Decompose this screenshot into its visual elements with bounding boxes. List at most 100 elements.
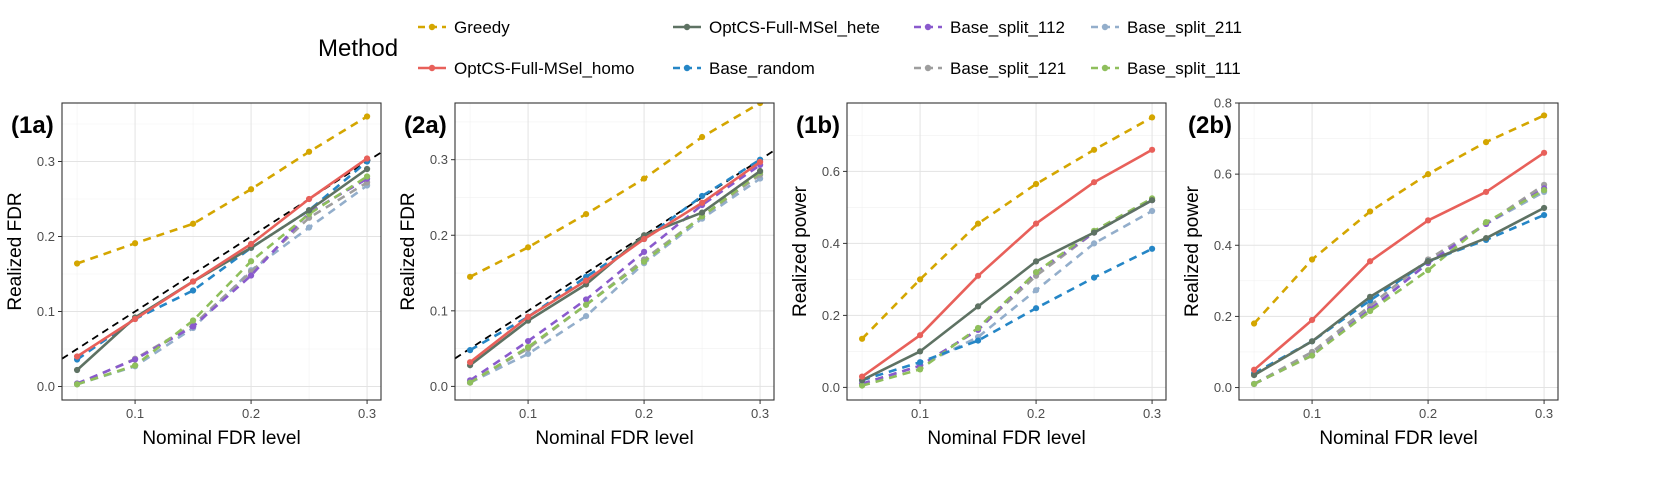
data-point: [1540, 211, 1548, 219]
series-optcs-full-msel-homo: [466, 158, 764, 366]
series-line: [861, 148, 1153, 378]
series-line: [76, 177, 368, 385]
data-point: [466, 379, 474, 386]
data-point: [1366, 307, 1374, 315]
y-tick-label: 0.6: [1214, 167, 1232, 182]
x-tick-label: 0.2: [635, 406, 653, 421]
data-point: [305, 207, 313, 214]
data-point: [1540, 149, 1548, 156]
series-line: [1253, 114, 1545, 325]
axis-ticks: 0.1 0.2 0.3 0.0 0.2 0.4 0.6: [822, 164, 1161, 421]
data-point: [1250, 380, 1258, 388]
data-point: [466, 273, 474, 280]
data-point: [1540, 112, 1548, 119]
data-point: [1032, 258, 1040, 265]
x-tick-label: 0.1: [911, 406, 929, 421]
x-tick-label: 0.3: [1143, 406, 1161, 421]
data-point: [1250, 372, 1258, 379]
data-point: [916, 276, 924, 283]
legend-key-point: [683, 23, 691, 31]
series-optcs-full-msel-homo: [858, 146, 1156, 380]
series-line: [1253, 213, 1545, 375]
data-point: [974, 303, 982, 310]
plot-content: [858, 114, 1156, 389]
data-point: [582, 301, 590, 308]
x-axis-label: Nominal FDR level: [927, 428, 1085, 449]
data-point: [131, 362, 139, 369]
data-point: [1424, 217, 1432, 224]
data-point: [916, 348, 924, 355]
series-line: [469, 158, 761, 352]
data-point: [1308, 316, 1316, 324]
data-point: [1148, 114, 1156, 121]
data-point: [1032, 269, 1040, 276]
series-line: [76, 115, 368, 265]
panel-1b: 0.1 0.2 0.3 0.0 0.2 0.4 0.6 Nominal FDR level Re…: [790, 102, 1167, 449]
plot-area: [455, 103, 774, 400]
data-point: [1424, 171, 1432, 178]
legend-key-point: [924, 64, 932, 72]
data-point: [1366, 293, 1374, 300]
series-greedy: [1250, 112, 1548, 327]
axis-ticks: 0.1 0.2 0.3 0.0 0.2 0.4 0.6 0.8: [1214, 96, 1553, 422]
data-point: [1424, 267, 1432, 274]
x-axis-label: Nominal FDR level: [535, 428, 693, 449]
data-point: [1032, 305, 1040, 312]
data-point: [1308, 352, 1316, 359]
legend-entry-base-split-211: Base_split_211: [1091, 18, 1242, 37]
legend-label: Base_split_121: [950, 59, 1066, 78]
data-point: [305, 195, 313, 203]
y-tick-label: 0.2: [430, 228, 448, 243]
x-tick-label: 0.1: [1303, 406, 1321, 421]
data-point: [466, 347, 474, 354]
x-axis-label: Nominal FDR level: [142, 428, 300, 449]
panel-title: (1b): [796, 112, 840, 139]
plot-area: [62, 103, 381, 400]
series-optcs-full-msel-homo: [1250, 149, 1548, 373]
y-tick-label: 0.4: [822, 236, 840, 251]
plot-area: [1239, 103, 1558, 400]
data-point: [974, 272, 982, 279]
x-tick-label: 0.2: [242, 406, 260, 421]
y-axis-label: Realized power: [1182, 185, 1203, 317]
data-point: [1540, 204, 1548, 212]
data-point: [756, 158, 764, 166]
plot-content: [455, 103, 774, 386]
legend-key-point: [1101, 64, 1109, 72]
y-axis-label: Realized power: [790, 185, 811, 317]
legend-key-point: [924, 23, 932, 31]
panel-2a: 0.1 0.2 0.3 0.0 0.1 0.2 0.3 Nominal FDR level Re…: [398, 102, 775, 449]
data-point: [247, 186, 255, 193]
series-line: [1253, 206, 1545, 377]
legend-entry-base-split-111: Base_split_111: [1091, 59, 1241, 78]
panel-border: [846, 102, 1167, 401]
data-point: [1540, 187, 1548, 194]
data-point: [1090, 240, 1098, 247]
data-point: [916, 359, 924, 366]
panel-border: [1238, 102, 1559, 401]
data-point: [1308, 338, 1316, 345]
data-point: [698, 192, 706, 200]
series-base-split-111: [73, 173, 371, 388]
data-point: [73, 353, 81, 360]
data-point: [916, 366, 924, 373]
y-tick-label: 0.0: [1214, 380, 1232, 395]
y-axis-label: Realized FDR: [398, 192, 419, 310]
series-line: [861, 199, 1153, 382]
data-point: [1148, 207, 1156, 215]
legend-title: Method: [318, 35, 398, 62]
data-point: [131, 315, 139, 323]
panel-border: [454, 102, 775, 401]
series-line: [1253, 151, 1545, 371]
data-point: [1482, 219, 1490, 226]
x-tick-label: 0.3: [751, 406, 769, 421]
y-tick-label: 0.0: [822, 380, 840, 395]
data-point: [189, 220, 197, 227]
data-point: [247, 272, 255, 279]
data-point: [1148, 245, 1156, 252]
y-tick-label: 0.1: [430, 303, 448, 318]
data-point: [1366, 208, 1374, 215]
data-point: [189, 317, 197, 324]
y-tick-label: 0.2: [1214, 309, 1232, 324]
legend-label: OptCS-Full-MSel_homo: [454, 59, 634, 78]
